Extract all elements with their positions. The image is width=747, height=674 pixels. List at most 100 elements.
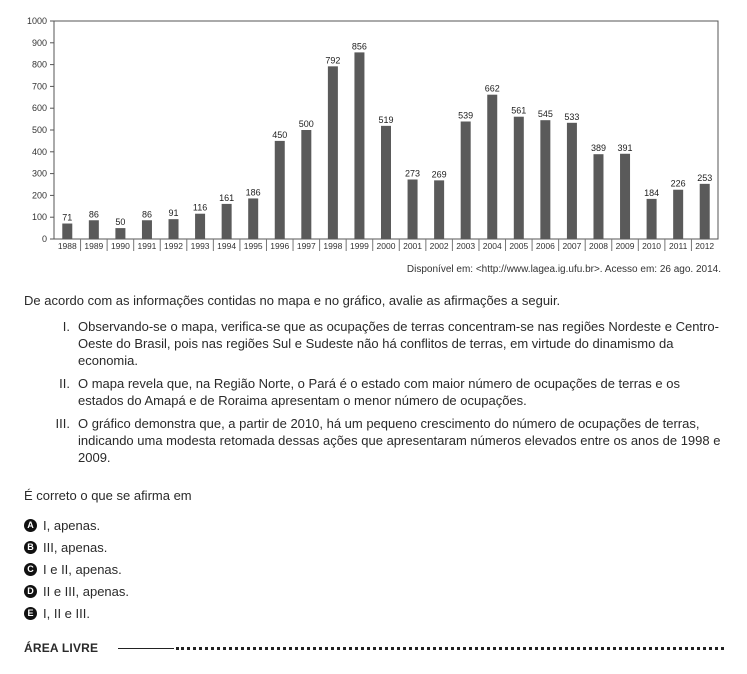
y-tick-label: 700	[32, 81, 47, 91]
y-tick-label: 1000	[27, 16, 47, 26]
bar	[434, 180, 445, 239]
x-tick-label: 1995	[244, 241, 263, 251]
bar-value-label: 450	[272, 130, 287, 140]
x-tick-label: 1991	[137, 241, 156, 251]
bar	[407, 179, 418, 239]
x-tick-label: 1999	[350, 241, 369, 251]
bar-value-label: 391	[618, 143, 633, 153]
chart-svg: 0 100 200 300 400 500 600 700 800 900 1000 71 1988 86…	[27, 16, 719, 251]
bar-value-label: 662	[485, 84, 500, 94]
option-text: I, apenas.	[43, 517, 101, 533]
option-letter-badge: B	[24, 540, 37, 554]
bar	[699, 183, 710, 239]
source-citation: Disponível em: <http://www.lagea.ig.ufu.…	[406, 264, 721, 275]
x-tick-label: 2007	[562, 241, 581, 251]
bar-value-label: 792	[325, 55, 340, 65]
free-area-label: ÁREA LIVRE	[24, 641, 99, 655]
option-c[interactable]: C I e II, apenas.	[24, 558, 129, 580]
answer-prompt: É correto o que se afirma em	[24, 488, 192, 503]
question-text: De acordo com as informações contidas no…	[24, 293, 561, 308]
x-tick-label: 1996	[270, 241, 289, 251]
bar-value-label: 50	[115, 217, 125, 227]
bar-value-label: 856	[352, 41, 367, 51]
x-tick-label: 2001	[403, 241, 422, 251]
statement-item: III. O gráfico demonstra que, a partir d…	[46, 415, 724, 466]
bar	[327, 66, 338, 240]
statement-number: III.	[55, 416, 70, 431]
bar	[168, 219, 179, 239]
x-tick-label: 1997	[297, 241, 316, 251]
bar	[381, 125, 391, 239]
x-tick-label: 2002	[430, 241, 449, 251]
free-area-line	[118, 647, 175, 649]
option-letter-badge: E	[24, 606, 37, 620]
option-text: I e II, apenas.	[43, 561, 122, 577]
option-a[interactable]: A I, apenas.	[24, 514, 129, 536]
option-text: I, II e III.	[43, 605, 90, 621]
bar	[301, 130, 312, 239]
bar	[487, 94, 498, 240]
bar-value-label: 161	[219, 193, 234, 203]
statement-text: O mapa revela que, na Região Norte, o Pa…	[78, 376, 680, 408]
bar-value-label: 561	[511, 106, 526, 116]
bar-value-label: 545	[538, 109, 553, 119]
option-b[interactable]: B III, apenas.	[24, 536, 129, 558]
x-tick-label: 2009	[616, 241, 635, 251]
bar-value-label: 186	[246, 187, 261, 197]
bar	[540, 120, 551, 239]
bar	[593, 154, 604, 239]
bar-value-label: 91	[169, 208, 179, 218]
y-tick-label: 0	[42, 234, 47, 244]
option-text: II e III, apenas.	[43, 583, 129, 599]
y-tick-label: 600	[32, 103, 47, 113]
bar-value-label: 273	[405, 168, 420, 178]
option-d[interactable]: D II e III, apenas.	[24, 580, 129, 602]
bar	[141, 220, 152, 239]
x-tick-label: 1990	[111, 241, 130, 251]
x-tick-label: 2008	[589, 241, 608, 251]
bar-value-label: 253	[697, 173, 712, 183]
statement-item: II. O mapa revela que, na Região Norte, …	[46, 375, 724, 409]
bar-value-label: 533	[564, 112, 579, 122]
y-tick-label: 300	[32, 169, 47, 179]
x-tick-label: 2005	[509, 241, 528, 251]
y-tick-label: 400	[32, 147, 47, 157]
bar	[460, 121, 471, 239]
statement-item: I. Observando-se o mapa, verifica-se que…	[46, 318, 724, 369]
bar-value-label: 86	[89, 209, 99, 219]
statement-number: II.	[59, 376, 70, 391]
option-text: III, apenas.	[43, 539, 108, 555]
option-e[interactable]: E I, II e III.	[24, 602, 129, 624]
y-tick-label: 200	[32, 190, 47, 200]
statement-number: I.	[62, 319, 70, 334]
statement-list: I. Observando-se o mapa, verifica-se que…	[46, 318, 724, 472]
bar	[274, 140, 285, 239]
x-tick-label: 1989	[84, 241, 103, 251]
x-tick-label: 1998	[323, 241, 342, 251]
y-tick-label: 800	[32, 60, 47, 70]
option-letter-badge: C	[24, 562, 37, 576]
free-area-dotted-line	[176, 646, 724, 650]
x-tick-label: 1988	[58, 241, 77, 251]
bar-value-label: 226	[671, 179, 686, 189]
option-letter-badge: A	[24, 518, 37, 532]
bar-chart: 0 100 200 300 400 500 600 700 800 900 1000 71 1988 86…	[0, 0, 747, 262]
bar	[195, 213, 206, 239]
option-letter-badge: D	[24, 584, 37, 598]
bar	[221, 203, 232, 239]
bar	[248, 198, 259, 239]
y-tick-label: 100	[32, 212, 47, 222]
bar-value-label: 389	[591, 143, 606, 153]
bar	[115, 228, 126, 239]
bar-value-label: 86	[142, 209, 152, 219]
statement-text: Observando-se o mapa, verifica-se que as…	[78, 319, 719, 368]
x-tick-label: 2012	[695, 241, 714, 251]
x-tick-label: 2006	[536, 241, 555, 251]
bar-value-label: 519	[378, 115, 393, 125]
x-tick-label: 2003	[456, 241, 475, 251]
bar	[62, 223, 73, 239]
x-tick-label: 2011	[669, 241, 688, 251]
bar	[620, 153, 631, 239]
x-tick-label: 1994	[217, 241, 236, 251]
bar	[566, 122, 577, 239]
